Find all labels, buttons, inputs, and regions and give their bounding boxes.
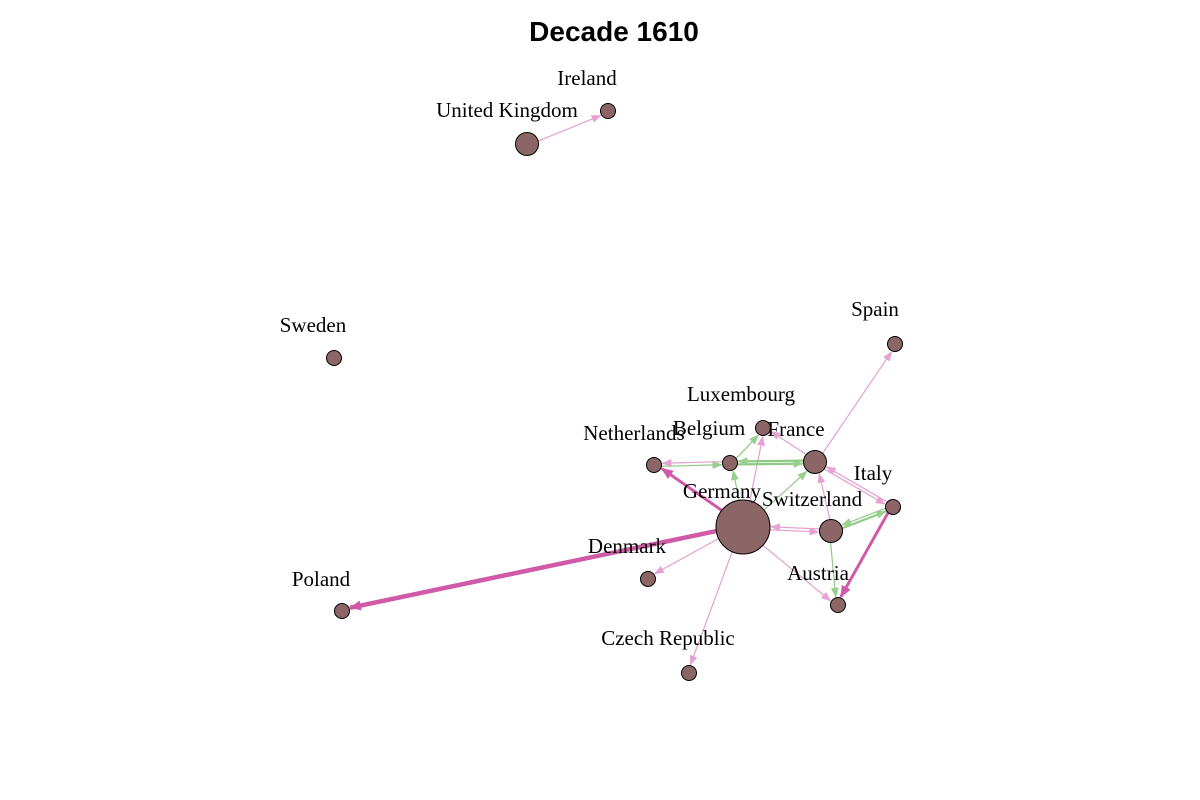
node-label-switzerland: Switzerland (762, 487, 863, 511)
edge-belgium-to-france (737, 459, 804, 468)
edge-france-to-belgium (737, 457, 804, 466)
node-label-luxembourg: Luxembourg (687, 382, 796, 406)
edge-germany-to-poland (349, 528, 717, 611)
node-sweden (326, 350, 342, 366)
labels-layer: Ireland United Kingdom Sweden Spain Luxembou… (280, 66, 900, 650)
edge-germany-to-czech (689, 551, 733, 666)
edge-netherlands-to-belgium (661, 460, 723, 469)
node-france (803, 450, 827, 474)
node-label-italy: Italy (854, 461, 893, 485)
node-netherlands (646, 457, 662, 473)
node-label-austria: Austria (787, 561, 850, 585)
edge-france-to-luxembourg (770, 430, 807, 455)
edge-france-to-spain (822, 351, 893, 454)
node-label-france: France (767, 417, 824, 441)
node-label-denmark: Denmark (588, 534, 667, 558)
chart-title: Decade 1610 (529, 16, 699, 47)
edge-italy-to-france (825, 466, 888, 503)
edge-italy-to-austria (839, 512, 890, 598)
edge-germany-to-austria (762, 544, 832, 602)
node-label-sweden: Sweden (280, 313, 347, 337)
node-label-ireland: Ireland (557, 66, 617, 90)
node-label-netherlands: Netherlands (583, 421, 684, 445)
node-label-uk: United Kingdom (436, 98, 578, 122)
edge-uk-to-ireland (537, 115, 602, 142)
node-poland (334, 603, 350, 619)
node-denmark (640, 571, 656, 587)
node-italy (885, 499, 901, 515)
node-spain (887, 336, 903, 352)
node-germany (715, 499, 771, 555)
edge-switzerland-to-germany (770, 523, 820, 532)
edges-layer (349, 115, 893, 666)
node-switzerland (819, 519, 843, 543)
node-label-germany: Germany (683, 479, 762, 503)
node-label-czech: Czech Republic (601, 626, 735, 650)
nodes-layer (326, 103, 903, 681)
edge-italy-to-switzerland (841, 507, 886, 526)
edge-germany-to-belgium (731, 470, 740, 501)
node-label-belgium: Belgium (673, 416, 745, 440)
edge-germany-to-switzerland (769, 527, 820, 536)
edge-germany-to-luxembourg (749, 435, 765, 501)
edge-belgium-to-netherlands (661, 459, 723, 468)
edge-germany-to-france (763, 470, 808, 511)
edge-switzerland-to-austria (829, 542, 839, 598)
node-label-poland: Poland (292, 567, 351, 591)
node-austria (830, 597, 846, 613)
edge-switzerland-to-france (817, 472, 831, 520)
edge-belgium-to-luxembourg (735, 434, 759, 459)
node-czech (681, 665, 697, 681)
node-belgium (722, 455, 738, 471)
edge-germany-to-netherlands (660, 467, 723, 512)
node-ireland (600, 103, 616, 119)
node-uk (515, 132, 539, 156)
edge-germany-to-denmark (653, 538, 719, 575)
node-luxembourg (755, 420, 771, 436)
node-label-spain: Spain (851, 297, 899, 321)
